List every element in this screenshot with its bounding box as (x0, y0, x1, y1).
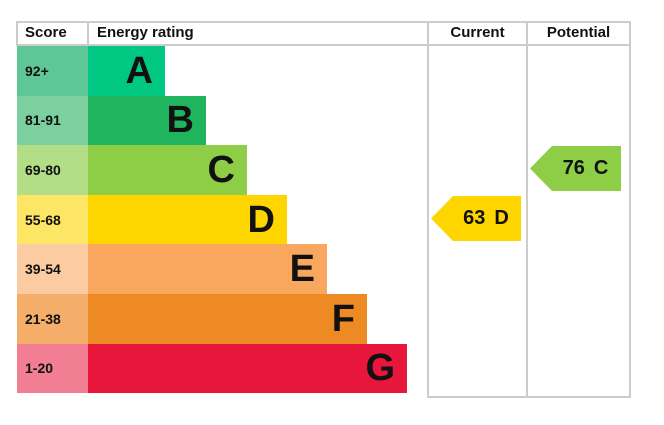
rating-row-b: 81-91 B (17, 95, 407, 146)
rating-row-f: 21-38 F (17, 293, 407, 344)
rating-letter-c: C (207, 148, 235, 191)
potential-rating-letter: C (593, 157, 609, 179)
score-band-e: 39-54 (17, 244, 88, 294)
header-left-border (16, 21, 18, 46)
rating-bar-d: D (88, 194, 287, 245)
right-border (629, 21, 631, 398)
rating-bar-a: A (88, 46, 165, 96)
score-band-c: 69-80 (17, 145, 88, 195)
rating-letter-f: F (331, 297, 355, 340)
current-potential-divider (526, 21, 528, 398)
rating-row-a: 92+ A (17, 46, 407, 96)
rating-bar-f: F (88, 293, 367, 344)
current-rating-letter: D (494, 207, 509, 229)
rating-row-c: 69-80 C (17, 145, 407, 195)
score-band-g: 1-20 (17, 343, 88, 394)
energy-rating-column-header: Energy rating (97, 24, 194, 41)
potential-column-header: Potential (546, 24, 611, 41)
rating-row-e: 39-54 E (17, 244, 407, 294)
potential-rating-arrow: 76 C (530, 146, 621, 191)
rating-bar-g: G (88, 343, 407, 394)
rating-bar-e: E (88, 244, 327, 294)
header-top-border (17, 21, 631, 23)
current-score-value: 63 (463, 207, 486, 229)
rating-bar-c: C (88, 145, 247, 195)
rating-letter-b: B (166, 99, 194, 142)
potential-score-value: 76 (562, 157, 585, 179)
current-column-left-divider (427, 21, 429, 398)
current-column-header: Current (450, 24, 505, 41)
score-band-f: 21-38 (17, 293, 88, 344)
header-bottom-border (17, 44, 631, 46)
rating-letter-a: A (125, 49, 153, 92)
score-column-header: Score (25, 24, 67, 41)
current-rating-arrow: 63 D (431, 196, 521, 241)
rating-bar-b: B (88, 95, 206, 146)
score-band-d: 55-68 (17, 194, 88, 245)
score-band-a: 92+ (17, 46, 88, 96)
rating-row-g: 1-20 G (17, 343, 407, 394)
rating-row-d: 55-68 D (17, 194, 407, 245)
score-rating-divider (87, 21, 89, 46)
rating-rows: 92+ A 81-91 B 69-80 C 55-68 D 39-54 (17, 46, 407, 394)
score-band-b: 81-91 (17, 95, 88, 146)
rating-letter-d: D (247, 198, 275, 241)
rating-letter-e: E (289, 248, 315, 291)
rating-letter-g: G (365, 347, 395, 390)
bottom-border (427, 396, 631, 398)
